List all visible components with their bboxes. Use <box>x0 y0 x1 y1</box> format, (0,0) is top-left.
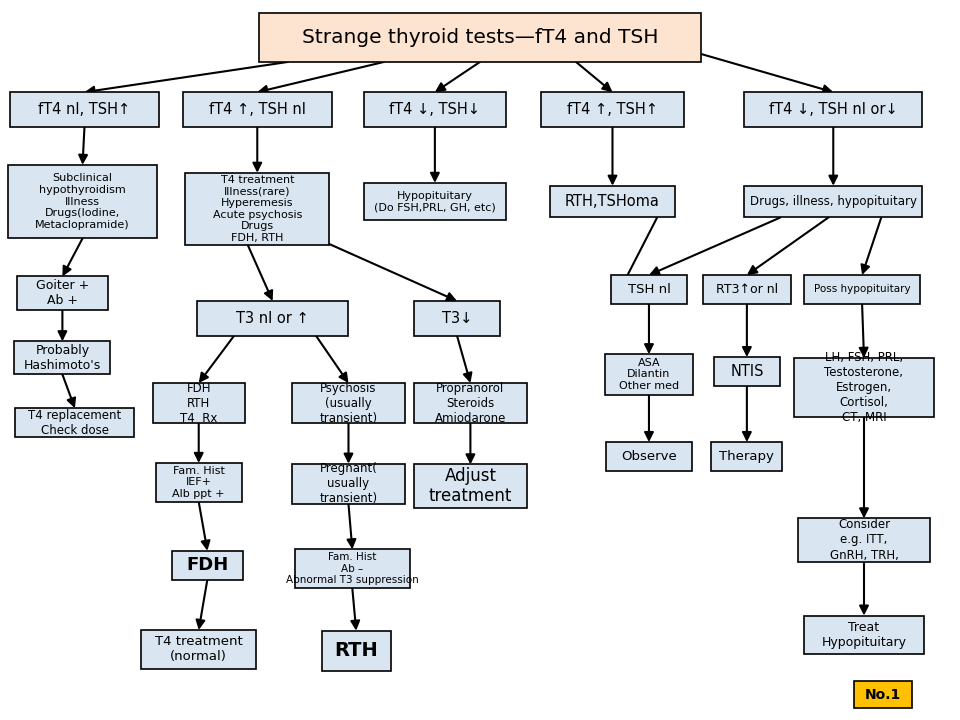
FancyBboxPatch shape <box>8 165 156 238</box>
FancyBboxPatch shape <box>141 630 256 669</box>
FancyBboxPatch shape <box>197 301 348 336</box>
Text: Hypopituitary
(Do FSH,PRL, GH, etc): Hypopituitary (Do FSH,PRL, GH, etc) <box>374 191 495 212</box>
FancyBboxPatch shape <box>605 354 693 395</box>
FancyBboxPatch shape <box>364 92 506 127</box>
Text: RT3↑or nl: RT3↑or nl <box>716 283 778 296</box>
Text: T3 nl or ↑: T3 nl or ↑ <box>236 311 309 325</box>
FancyBboxPatch shape <box>711 442 782 471</box>
FancyBboxPatch shape <box>292 464 405 504</box>
Text: Observe: Observe <box>621 450 677 463</box>
FancyBboxPatch shape <box>795 358 933 417</box>
FancyBboxPatch shape <box>17 276 108 310</box>
FancyBboxPatch shape <box>414 301 500 336</box>
FancyBboxPatch shape <box>606 442 692 471</box>
Text: fT4 ↑, TSH↑: fT4 ↑, TSH↑ <box>567 102 658 117</box>
FancyBboxPatch shape <box>292 383 405 423</box>
FancyBboxPatch shape <box>414 464 527 508</box>
Text: Psychosis
(usually
transient): Psychosis (usually transient) <box>320 382 377 425</box>
Text: ASA
Dilantin
Other med: ASA Dilantin Other med <box>619 358 679 391</box>
Text: LH, FSH, PRL,
Testosterone,
Estrogen,
Cortisol,
CT, MRI: LH, FSH, PRL, Testosterone, Estrogen, Co… <box>825 351 903 424</box>
FancyBboxPatch shape <box>703 275 791 304</box>
Text: fT4 ↑, TSH nl: fT4 ↑, TSH nl <box>209 102 305 117</box>
Text: FDH: FDH <box>186 556 228 575</box>
Text: RTH: RTH <box>334 642 378 660</box>
Text: fT4 nl, TSH↑: fT4 nl, TSH↑ <box>38 102 131 117</box>
FancyBboxPatch shape <box>854 681 912 708</box>
FancyBboxPatch shape <box>541 92 684 127</box>
FancyBboxPatch shape <box>185 173 329 245</box>
FancyBboxPatch shape <box>745 92 922 127</box>
Text: Propranorol
Steroids
Amiodarone: Propranorol Steroids Amiodarone <box>435 382 506 425</box>
Text: T3↓: T3↓ <box>442 311 472 325</box>
FancyBboxPatch shape <box>550 186 675 217</box>
Text: FDH
RTH
T4  Rx: FDH RTH T4 Rx <box>180 382 217 425</box>
FancyBboxPatch shape <box>798 518 930 562</box>
FancyBboxPatch shape <box>295 549 410 588</box>
Text: NTIS: NTIS <box>731 364 763 379</box>
FancyBboxPatch shape <box>259 13 701 62</box>
Text: Probably
Hashimoto's: Probably Hashimoto's <box>24 344 101 372</box>
Text: Poss hypopituitary: Poss hypopituitary <box>814 284 910 294</box>
Text: T4 replacement
Check dose: T4 replacement Check dose <box>28 409 122 436</box>
FancyBboxPatch shape <box>364 183 506 220</box>
Text: Fam. Hist
Ab –
Abnormal T3 suppression: Fam. Hist Ab – Abnormal T3 suppression <box>286 552 419 585</box>
Text: RTH,TSHoma: RTH,TSHoma <box>565 194 660 209</box>
Text: Adjust
treatment: Adjust treatment <box>429 467 512 505</box>
FancyBboxPatch shape <box>172 551 243 580</box>
Text: Pregnant(
usually
transient): Pregnant( usually transient) <box>320 462 377 505</box>
FancyBboxPatch shape <box>182 92 332 127</box>
Text: fT4 ↓, TSH nl or↓: fT4 ↓, TSH nl or↓ <box>769 102 898 117</box>
FancyBboxPatch shape <box>611 275 687 304</box>
FancyBboxPatch shape <box>745 186 922 217</box>
FancyBboxPatch shape <box>322 631 391 671</box>
FancyBboxPatch shape <box>15 408 134 437</box>
FancyBboxPatch shape <box>714 357 780 386</box>
FancyBboxPatch shape <box>804 275 920 304</box>
Text: fT4 ↓, TSH↓: fT4 ↓, TSH↓ <box>390 102 480 117</box>
FancyBboxPatch shape <box>156 463 242 502</box>
Text: Treat
Hypopituitary: Treat Hypopituitary <box>822 621 906 649</box>
Text: T4 treatment
(normal): T4 treatment (normal) <box>155 636 243 663</box>
Text: Therapy: Therapy <box>719 450 775 463</box>
Text: Fam. Hist
IEF+
Alb ppt +: Fam. Hist IEF+ Alb ppt + <box>173 466 225 499</box>
FancyBboxPatch shape <box>10 92 158 127</box>
Text: Strange thyroid tests—fT4 and TSH: Strange thyroid tests—fT4 and TSH <box>301 28 659 47</box>
Text: Goiter +
Ab +: Goiter + Ab + <box>36 279 89 307</box>
FancyBboxPatch shape <box>14 341 110 374</box>
Text: TSH nl: TSH nl <box>628 283 670 296</box>
FancyBboxPatch shape <box>153 383 245 423</box>
Text: Subclinical
hypothyroidism
Illness
Drugs(Iodine,
Metaclopramide): Subclinical hypothyroidism Illness Drugs… <box>36 174 130 230</box>
FancyBboxPatch shape <box>804 616 924 654</box>
Text: No.1: No.1 <box>865 688 901 702</box>
FancyBboxPatch shape <box>414 383 527 423</box>
Text: T4 treatment
Illness(rare)
Hyperemesis
Acute psychosis
Drugs
FDH, RTH: T4 treatment Illness(rare) Hyperemesis A… <box>212 175 302 243</box>
Text: Consider
e.g. ITT,
GnRH, TRH,: Consider e.g. ITT, GnRH, TRH, <box>829 518 899 562</box>
Text: Drugs, illness, hypopituitary: Drugs, illness, hypopituitary <box>750 195 917 208</box>
